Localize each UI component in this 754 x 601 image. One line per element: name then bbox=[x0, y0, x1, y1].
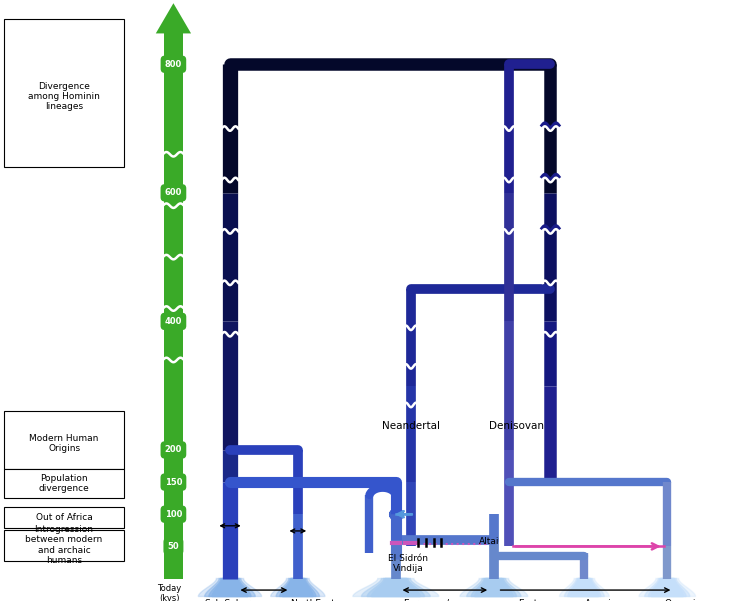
Text: European/
Western Asian: European/ Western Asian bbox=[394, 599, 458, 601]
FancyBboxPatch shape bbox=[4, 469, 124, 498]
Text: Introgression
between modern
and archaic
humans: Introgression between modern and archaic… bbox=[26, 525, 103, 565]
Polygon shape bbox=[570, 579, 599, 597]
Text: Modern Human
Origins: Modern Human Origins bbox=[29, 434, 99, 453]
Polygon shape bbox=[475, 579, 513, 597]
Polygon shape bbox=[648, 579, 686, 597]
FancyBboxPatch shape bbox=[4, 507, 124, 528]
Text: Denisovan: Denisovan bbox=[489, 421, 544, 431]
Text: American: American bbox=[585, 599, 629, 601]
Polygon shape bbox=[651, 579, 683, 597]
Polygon shape bbox=[460, 579, 528, 597]
Text: 100: 100 bbox=[164, 510, 182, 519]
Polygon shape bbox=[204, 579, 256, 597]
Polygon shape bbox=[565, 579, 604, 597]
Polygon shape bbox=[645, 579, 690, 597]
FancyBboxPatch shape bbox=[4, 19, 124, 167]
Text: Altai: Altai bbox=[479, 537, 499, 546]
Text: Neandertal: Neandertal bbox=[382, 421, 440, 431]
Polygon shape bbox=[271, 579, 325, 597]
Polygon shape bbox=[156, 3, 191, 34]
Text: 150: 150 bbox=[164, 478, 182, 487]
Text: 400: 400 bbox=[164, 317, 182, 326]
Text: Out of Africa: Out of Africa bbox=[35, 513, 93, 522]
Text: 800: 800 bbox=[165, 59, 182, 69]
Text: Divergence
among Hominin
lineages: Divergence among Hominin lineages bbox=[28, 82, 100, 111]
Polygon shape bbox=[361, 579, 431, 597]
Polygon shape bbox=[372, 579, 420, 597]
Polygon shape bbox=[568, 579, 601, 597]
Polygon shape bbox=[164, 32, 183, 579]
Polygon shape bbox=[212, 579, 248, 597]
Polygon shape bbox=[639, 579, 695, 597]
Text: Oceanian: Oceanian bbox=[665, 599, 707, 601]
FancyBboxPatch shape bbox=[4, 530, 124, 561]
Polygon shape bbox=[209, 579, 251, 597]
Text: 200: 200 bbox=[164, 445, 182, 454]
Polygon shape bbox=[198, 579, 262, 597]
Text: 600: 600 bbox=[164, 188, 182, 197]
Polygon shape bbox=[276, 579, 320, 597]
Polygon shape bbox=[280, 579, 316, 597]
Text: NorthEast
African: NorthEast African bbox=[290, 599, 336, 601]
Text: Today
(kys): Today (kys) bbox=[158, 584, 182, 601]
Polygon shape bbox=[353, 579, 439, 597]
Text: 50: 50 bbox=[167, 542, 179, 551]
Text: Population
divergence: Population divergence bbox=[38, 474, 90, 493]
Polygon shape bbox=[471, 579, 516, 597]
Polygon shape bbox=[559, 579, 609, 597]
Polygon shape bbox=[283, 579, 313, 597]
Text: Sub-Saharan
African: Sub-Saharan African bbox=[205, 599, 262, 601]
Text: East
Asian: East Asian bbox=[516, 599, 540, 601]
Polygon shape bbox=[467, 579, 521, 597]
Text: El Sidrón
Vindija: El Sidrón Vindija bbox=[388, 554, 428, 573]
FancyBboxPatch shape bbox=[4, 411, 124, 469]
Polygon shape bbox=[367, 579, 425, 597]
